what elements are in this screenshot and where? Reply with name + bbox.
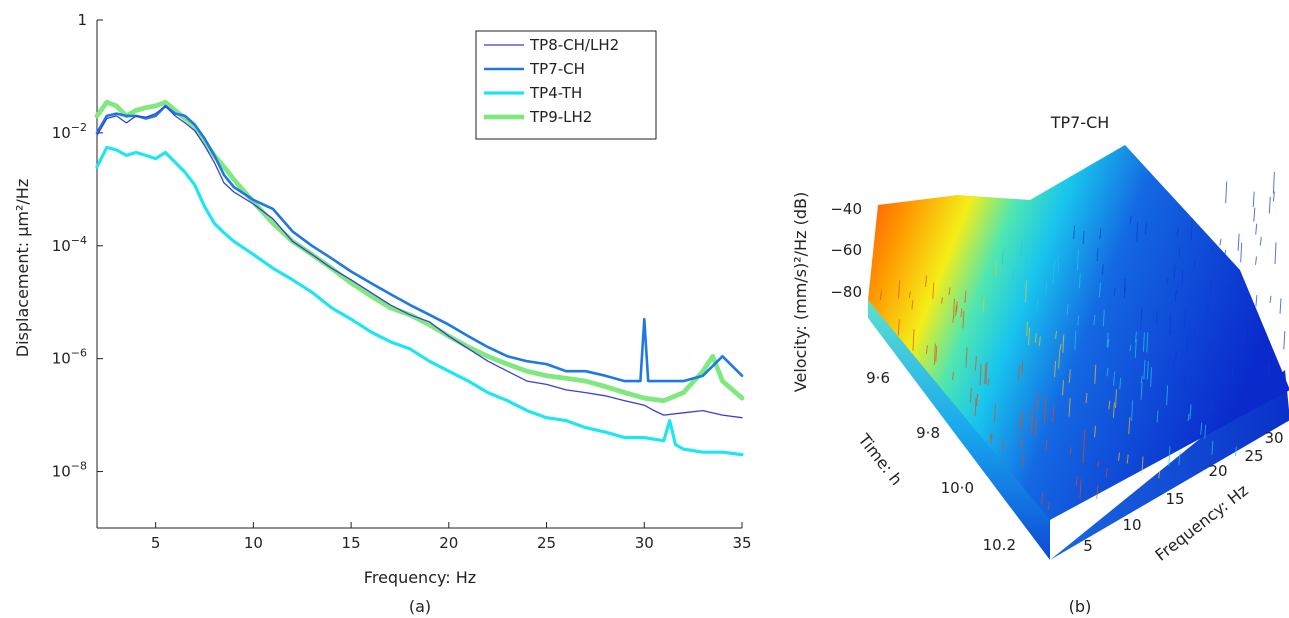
surface-top-face <box>868 145 1289 520</box>
frequency-tick-label: 30 <box>1264 429 1283 447</box>
x-tick-label: 20 <box>439 534 458 552</box>
series-lines <box>94 99 745 457</box>
series-line-tp8-ch-lh2 <box>96 105 743 419</box>
z-tick-label: −60 <box>830 241 862 259</box>
surface-front-face <box>868 300 1050 560</box>
y-ticks: 1 10−2 10−4 10−6 10−8 <box>52 11 103 481</box>
series-line-tp9-lh2 <box>94 99 745 404</box>
panel-b-surface-plot: TP7-CH −40 −60 −80 9·6 9·8 10·0 10.2 5 10 15 20 2… <box>791 113 1289 616</box>
y-tick-label: 1 <box>77 11 87 29</box>
surface-title: TP7-CH <box>1050 113 1110 132</box>
series-line-tp4-th <box>95 145 744 457</box>
time-tick-label: 9·8 <box>916 424 940 442</box>
x-tick-label: 25 <box>537 534 556 552</box>
y-tick-label: 10−2 <box>52 121 87 142</box>
series-line-tp7-ch <box>95 104 744 383</box>
legend: TP8-CH/LH2 TP7-CH TP4-TH TP9-LH2 <box>475 30 657 140</box>
x-ticks: 5 10 15 20 25 30 35 <box>151 522 752 552</box>
z-tick-label: −40 <box>830 200 862 218</box>
x-tick-label: 30 <box>635 534 654 552</box>
panel-a-line-chart: 5 10 15 20 25 30 35 1 10−2 10−4 10−6 10−8 Frequenc… <box>13 11 752 616</box>
y-tick-label: 10−6 <box>52 347 87 368</box>
y-tick-label: 10−8 <box>52 460 87 481</box>
panel-a-caption: (a) <box>409 597 431 616</box>
time-tick-label: 9·6 <box>866 369 890 387</box>
frequency-tick-label: 5 <box>1083 537 1093 555</box>
legend-label: TP7-CH <box>529 60 585 78</box>
z-tick-label: −80 <box>830 283 862 301</box>
x-tick-label: 5 <box>151 534 161 552</box>
x-tick-label: 15 <box>342 534 361 552</box>
legend-box <box>475 30 657 140</box>
frequency-tick-label: 25 <box>1244 447 1263 465</box>
time-axis-label: Time: h <box>854 429 906 489</box>
time-tick-label: 10.2 <box>983 536 1016 554</box>
legend-label: TP4-TH <box>529 84 582 102</box>
legend-label: TP9-LH2 <box>529 108 592 126</box>
x-axis-label: Frequency: Hz <box>364 568 476 587</box>
x-tick-label: 10 <box>244 534 263 552</box>
frequency-tick-label: 20 <box>1208 462 1227 480</box>
x-tick-label: 35 <box>732 534 751 552</box>
legend-label: TP8-CH/LH2 <box>529 36 619 54</box>
time-ticks: 9·6 9·8 10·0 10.2 <box>866 369 1016 554</box>
z-axis-label: Velocity: (mm/s)²/Hz (dB) <box>791 192 810 392</box>
time-tick-label: 10·0 <box>941 479 974 497</box>
frequency-tick-label: 10 <box>1122 516 1141 534</box>
y-axis-label: Displacement: µm²/Hz <box>13 179 32 357</box>
z-ticks: −40 −60 −80 <box>830 200 862 301</box>
frequency-tick-label: 15 <box>1165 490 1184 508</box>
panel-b-caption: (b) <box>1069 597 1092 616</box>
y-tick-label: 10−4 <box>52 234 87 255</box>
